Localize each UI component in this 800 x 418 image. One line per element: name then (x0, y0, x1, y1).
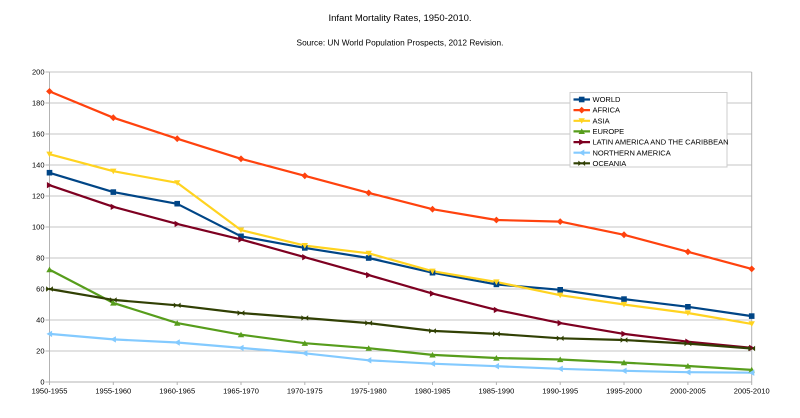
svg-text:80: 80 (36, 254, 44, 263)
svg-text:1950-1955: 1950-1955 (32, 387, 68, 396)
svg-text:20: 20 (36, 347, 44, 356)
svg-text:1995-2000: 1995-2000 (606, 387, 642, 396)
svg-text:Infant Mortality Rates, 1950-2: Infant Mortality Rates, 1950-2010. (328, 13, 471, 24)
svg-text:100: 100 (32, 223, 45, 232)
svg-text:1990-1995: 1990-1995 (542, 387, 578, 396)
svg-text:40: 40 (36, 316, 44, 325)
svg-text:EUROPE: EUROPE (593, 127, 625, 136)
svg-text:LATIN AMERICA AND THE CARIBBEA: LATIN AMERICA AND THE CARIBBEAN (593, 138, 729, 147)
svg-text:ASIA: ASIA (593, 116, 610, 125)
svg-text:0: 0 (40, 378, 44, 387)
svg-text:200: 200 (32, 68, 45, 77)
svg-text:160: 160 (32, 130, 45, 139)
svg-text:2005-2010: 2005-2010 (734, 387, 770, 396)
svg-text:OCEANIA: OCEANIA (593, 159, 627, 168)
svg-text:1975-1980: 1975-1980 (351, 387, 387, 396)
svg-text:Source: UN World Population Pr: Source: UN World Population Prospects, 2… (297, 38, 504, 48)
svg-text:180: 180 (32, 99, 45, 108)
svg-text:1960-1965: 1960-1965 (159, 387, 195, 396)
svg-text:1985-1990: 1985-1990 (478, 387, 514, 396)
svg-text:1965-1970: 1965-1970 (223, 387, 259, 396)
svg-text:1955-1960: 1955-1960 (95, 387, 131, 396)
svg-text:2000-2005: 2000-2005 (670, 387, 706, 396)
svg-text:120: 120 (32, 192, 45, 201)
svg-text:1970-1975: 1970-1975 (287, 387, 323, 396)
svg-text:AFRICA: AFRICA (593, 106, 621, 115)
svg-text:140: 140 (32, 161, 45, 170)
svg-text:NORTHERN AMERICA: NORTHERN AMERICA (593, 148, 671, 157)
svg-text:1980-1985: 1980-1985 (415, 387, 451, 396)
svg-text:WORLD: WORLD (593, 95, 622, 104)
svg-text:60: 60 (36, 285, 44, 294)
